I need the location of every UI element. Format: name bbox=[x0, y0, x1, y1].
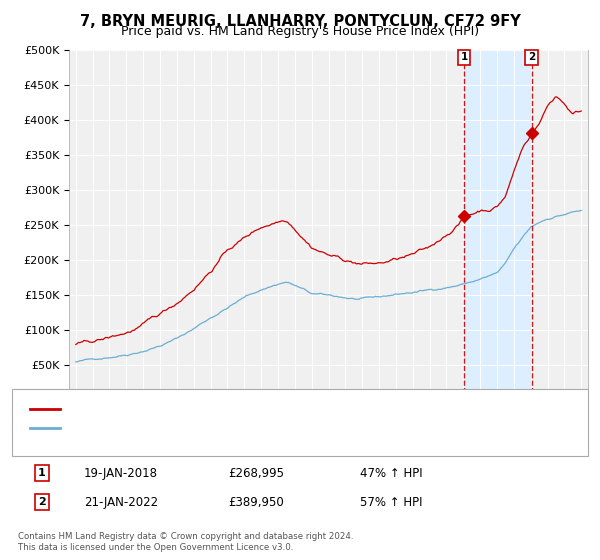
Text: 7, BRYN MEURIG, LLANHARRY, PONTYCLUN, CF72 9FY (detached house): 7, BRYN MEURIG, LLANHARRY, PONTYCLUN, CF… bbox=[72, 404, 444, 414]
Text: 57% ↑ HPI: 57% ↑ HPI bbox=[360, 496, 422, 509]
Bar bbox=[464, 50, 532, 400]
Text: £268,995: £268,995 bbox=[228, 466, 284, 480]
Text: 21-JAN-2022: 21-JAN-2022 bbox=[84, 496, 158, 509]
Text: 47% ↑ HPI: 47% ↑ HPI bbox=[360, 466, 422, 480]
Text: 2: 2 bbox=[528, 53, 535, 62]
Text: Contains HM Land Registry data © Crown copyright and database right 2024.
This d: Contains HM Land Registry data © Crown c… bbox=[18, 532, 353, 552]
Text: £389,950: £389,950 bbox=[228, 496, 284, 509]
Text: Price paid vs. HM Land Registry's House Price Index (HPI): Price paid vs. HM Land Registry's House … bbox=[121, 25, 479, 38]
Text: 19-JAN-2018: 19-JAN-2018 bbox=[84, 466, 158, 480]
Text: HPI: Average price, detached house, Rhondda Cynon Taf: HPI: Average price, detached house, Rhon… bbox=[72, 423, 365, 433]
Text: 2: 2 bbox=[38, 497, 46, 507]
Text: 1: 1 bbox=[38, 468, 46, 478]
Text: 1: 1 bbox=[461, 53, 468, 62]
Text: 7, BRYN MEURIG, LLANHARRY, PONTYCLUN, CF72 9FY: 7, BRYN MEURIG, LLANHARRY, PONTYCLUN, CF… bbox=[80, 14, 520, 29]
